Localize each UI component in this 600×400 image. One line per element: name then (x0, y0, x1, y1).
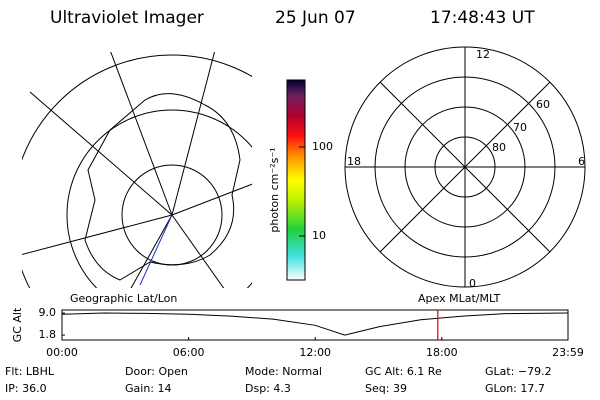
x-tick-label: 00:00 (46, 346, 78, 359)
geo-map (22, 52, 252, 288)
mlt-label: 6 (578, 155, 585, 168)
x-tick-label: 06:00 (173, 346, 205, 359)
left-label: Geographic Lat/Lon (70, 292, 177, 305)
info: Gain: 14 (125, 382, 172, 395)
gc-alt-line (61, 312, 569, 336)
polar-grid (344, 46, 586, 288)
lat-label: 70 (513, 121, 527, 134)
mlt-label: 0 (469, 277, 476, 290)
info: Seq: 39 (365, 382, 407, 395)
colorbar-tick-label: 10 (312, 229, 326, 242)
date: 25 Jun 07 (275, 8, 356, 28)
lat-label: 60 (536, 98, 550, 111)
info: Dsp: 4.3 (245, 382, 291, 395)
lat-label: 80 (492, 141, 506, 154)
info: GLat: −79.2 (485, 365, 552, 378)
mlt-label: 12 (476, 48, 490, 61)
info: GLon: 17.7 (485, 382, 545, 395)
x-tick-label: 12:00 (299, 346, 331, 359)
x-tick-label: 18:00 (426, 346, 458, 359)
y-tick-label: 9.0 (39, 306, 57, 319)
title: Ultraviolet Imager (50, 8, 204, 28)
colorbar (286, 79, 306, 281)
colorbar-tick-label: 100 (312, 140, 333, 153)
y-axis-label: GC Alt (11, 307, 24, 342)
info: GC Alt: 6.1 Re (365, 365, 442, 378)
colorbar-label: photon cm⁻²s⁻¹ (268, 147, 281, 232)
y-tick-label: 1.8 (39, 328, 57, 341)
x-tick-label: 23:59 (552, 346, 584, 359)
info: Mode: Normal (245, 365, 322, 378)
time: 17:48:43 UT (430, 8, 535, 28)
info: IP: 36.0 (5, 382, 47, 395)
right-label: Apex MLat/MLT (418, 292, 501, 305)
info: Flt: LBHL (5, 365, 55, 378)
info: Door: Open (125, 365, 188, 378)
mlt-label: 18 (347, 155, 361, 168)
